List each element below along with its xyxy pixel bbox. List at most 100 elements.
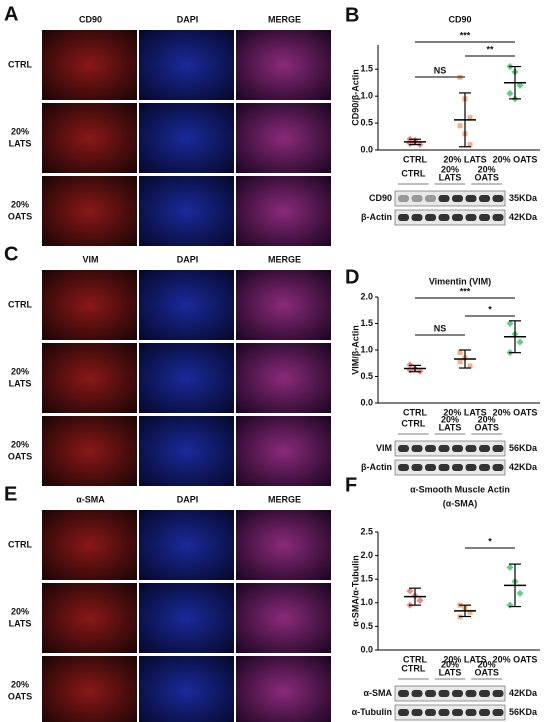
column-header: DAPI (177, 14, 199, 24)
significance-label: ** (486, 44, 494, 54)
x-tick-label: 20% LATS (443, 154, 486, 164)
blot-band (452, 709, 463, 716)
blot-band (438, 214, 450, 221)
blot-band (438, 690, 450, 697)
x-tick-label: 20% LATS (443, 654, 486, 664)
micrograph (42, 656, 137, 722)
row-label: 20% (11, 366, 29, 376)
column-header: VIM (82, 254, 98, 264)
row-label: 20% (11, 679, 29, 689)
micrograph (139, 343, 234, 413)
blot-band (479, 709, 490, 716)
column-header: α-SMA (76, 494, 105, 504)
column-header: MERGE (268, 494, 301, 504)
blot-strip (394, 440, 506, 457)
blot-band (411, 464, 423, 471)
row-label: 20% (11, 126, 29, 136)
significance-label: *** (460, 30, 471, 40)
blot-band (411, 709, 423, 716)
blot-band (492, 690, 504, 697)
y-axis-label: α-SMA/α-Tubulin (350, 555, 360, 626)
blot-band (438, 195, 450, 202)
blot-band (425, 690, 436, 697)
y-tick-label: 0.5 (360, 371, 373, 381)
blot-band (452, 214, 463, 221)
y-tick-label: 1.0 (360, 597, 373, 607)
column-header: MERGE (268, 254, 301, 264)
column-header: CD90 (79, 14, 102, 24)
blot-band (411, 214, 423, 221)
blot-strip (394, 685, 506, 702)
protein-label: β-Actin (361, 212, 392, 222)
blot-band (425, 464, 436, 471)
row-label: CTRL (8, 539, 32, 549)
blot-band (411, 195, 423, 202)
micrograph (139, 270, 234, 340)
lane-label: CTRL (401, 663, 425, 673)
blot-strip (394, 209, 506, 226)
chart-title: CD90 (448, 14, 471, 24)
blot-band (492, 195, 504, 202)
lane-label: LATS (439, 422, 462, 432)
y-tick-label: 1.0 (360, 344, 373, 354)
y-tick-label: 1.5 (360, 318, 373, 328)
blot-strip (394, 459, 506, 476)
data-point (516, 589, 524, 597)
blot-band (425, 445, 436, 452)
micrograph (236, 176, 331, 246)
micrograph (236, 656, 331, 722)
micrograph (139, 103, 234, 173)
x-tick-label: CTRL (403, 407, 427, 417)
x-tick-label: 20% OATS (493, 154, 538, 164)
blot-strip (394, 704, 506, 721)
micrograph (236, 416, 331, 486)
chart-title: α-Smooth Muscle Actin (410, 484, 510, 494)
micrograph (42, 30, 137, 100)
row-label: 20% (11, 606, 29, 616)
row-label: OATS (8, 691, 32, 701)
lane-label: OATS (474, 172, 498, 182)
blot-band (465, 464, 477, 471)
x-tick-label: 20% OATS (493, 654, 538, 664)
micrograph (139, 583, 234, 653)
size-label: 42KDa (509, 688, 538, 698)
protein-label: β-Actin (361, 462, 392, 472)
size-label: 42KDa (509, 212, 538, 222)
lane-label: 20% (478, 414, 496, 424)
blot-band (425, 195, 436, 202)
row-label: CTRL (8, 299, 32, 309)
size-label: 56KDa (509, 443, 538, 453)
data-point (506, 601, 514, 609)
row-label: 20% (11, 199, 29, 209)
y-tick-label: 2.0 (360, 550, 373, 560)
micrograph (236, 270, 331, 340)
lane-label: 20% (441, 414, 459, 424)
data-point (457, 350, 463, 356)
panel-letter: E (4, 483, 17, 505)
micrograph (42, 270, 137, 340)
blot-band (425, 214, 436, 221)
blot-band (492, 464, 504, 471)
y-tick-label: 0.0 (360, 644, 373, 654)
y-tick-label: 0.5 (360, 117, 373, 127)
blot-band (398, 445, 409, 452)
micrograph (236, 583, 331, 653)
data-point (467, 363, 473, 369)
x-tick-label: CTRL (403, 654, 427, 664)
y-tick-label: 0.5 (360, 621, 373, 631)
data-point (457, 359, 463, 365)
micrograph (42, 510, 137, 580)
size-label: 56KDa (509, 707, 538, 717)
blot-band (479, 195, 490, 202)
blot-band (398, 214, 409, 221)
size-label: 35KDa (509, 193, 538, 203)
micrograph (139, 416, 234, 486)
y-axis-label: VIM/β-Actin (350, 325, 360, 375)
lane-label: 20% (441, 164, 459, 174)
lane-label: LATS (439, 667, 462, 677)
lane-label: 20% (478, 164, 496, 174)
blot-band (398, 690, 409, 697)
blot-band (411, 690, 423, 697)
protein-label: VIM (376, 443, 392, 453)
